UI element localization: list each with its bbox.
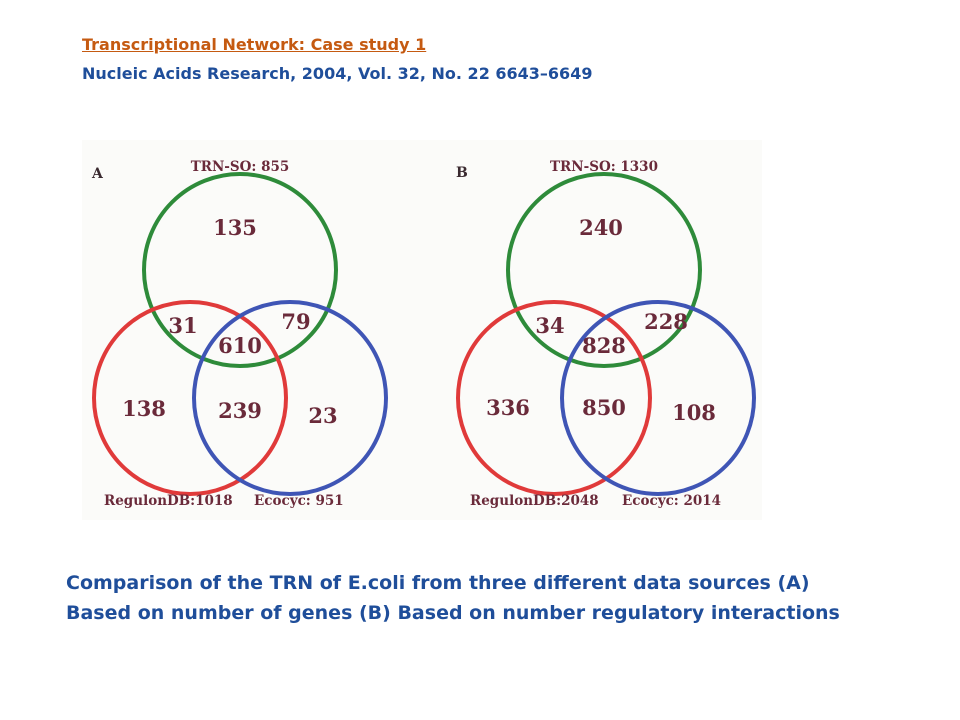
region-right-only: 23 bbox=[308, 403, 337, 428]
region-top-only: 240 bbox=[579, 215, 623, 240]
citation: Nucleic Acids Research, 2004, Vol. 32, N… bbox=[82, 64, 593, 83]
caption-line-1: Comparison of the TRN of E.coli from thr… bbox=[66, 572, 810, 594]
region-top-only: 135 bbox=[213, 215, 257, 240]
region-top-left: 31 bbox=[168, 313, 197, 338]
venn-figure: A TRN-SO: 855 RegulonDB:1018 Ecocyc: 951… bbox=[82, 140, 762, 520]
figure-caption: Comparison of the TRN of E.coli from thr… bbox=[66, 568, 936, 628]
set-label-trn-so: TRN-SO: 1330 bbox=[550, 159, 658, 175]
set-label-regulondb: RegulonDB:1018 bbox=[104, 493, 233, 509]
venn-panel-b: B TRN-SO: 1330 RegulonDB:2048 Ecocyc: 20… bbox=[456, 159, 756, 509]
region-top-right: 79 bbox=[281, 309, 310, 334]
set-label-ecocyc: Ecocyc: 2014 bbox=[622, 493, 721, 509]
venn-panel-a: A TRN-SO: 855 RegulonDB:1018 Ecocyc: 951… bbox=[91, 159, 388, 509]
region-left-only: 336 bbox=[486, 395, 530, 420]
trn-so-circle bbox=[506, 172, 702, 368]
trn-so-circle bbox=[142, 172, 338, 368]
case-study-link[interactable]: Transcriptional Network: Case study 1 bbox=[82, 35, 427, 54]
set-label-trn-so: TRN-SO: 855 bbox=[191, 159, 290, 175]
region-top-right: 228 bbox=[644, 309, 688, 334]
ecocyc-circle bbox=[192, 300, 388, 496]
region-right-only: 108 bbox=[672, 400, 716, 425]
region-left-right: 239 bbox=[218, 398, 262, 423]
regulondb-circle bbox=[92, 300, 288, 496]
set-label-regulondb: RegulonDB:2048 bbox=[470, 493, 599, 509]
region-left-only: 138 bbox=[122, 396, 166, 421]
caption-line-2: Based on number of genes (B) Based on nu… bbox=[66, 602, 840, 624]
region-center: 610 bbox=[218, 333, 262, 358]
panel-letter: A bbox=[91, 166, 104, 182]
regulondb-circle bbox=[456, 300, 652, 496]
region-center: 828 bbox=[582, 333, 626, 358]
ecocyc-circle bbox=[560, 300, 756, 496]
region-top-left: 34 bbox=[535, 313, 564, 338]
panel-letter: B bbox=[456, 165, 468, 181]
region-left-right: 850 bbox=[582, 395, 626, 420]
set-label-ecocyc: Ecocyc: 951 bbox=[254, 493, 344, 509]
